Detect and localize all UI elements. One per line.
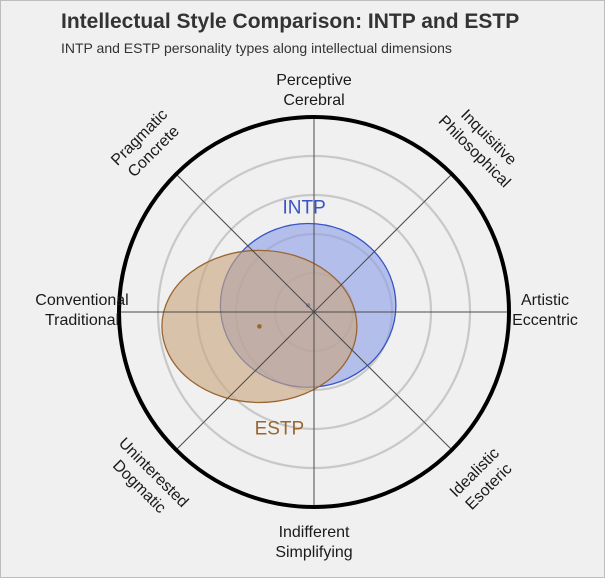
axis-label-7-line-1: Conventional [35,292,128,309]
outer-ring [117,115,511,509]
series-center-estp [257,324,262,329]
axis-label-7: Conventional Traditional [35,292,128,329]
series-label-intp: INTP [283,197,326,218]
axis-spoke-4 [313,311,453,451]
axis-label-1-line-1: Perceptive [276,72,352,89]
axis-spoke-6 [175,311,315,451]
axis-spoke-8 [175,173,315,313]
chart-subtitle: INTP and ESTP personality types along in… [61,40,452,56]
axis-label-5-line-2: Simplifying [275,544,352,561]
outer-layer [117,115,511,509]
axis-label-5: Indifferent Simplifying [275,524,352,561]
axis-label-5-line-1: Indifferent [279,524,350,541]
spoke-layer [119,117,509,507]
axis-label-1: Perceptive Cerebral [276,72,352,109]
axis-label-3-line-2: Eccentric [512,312,578,329]
series-label-estp: ESTP [255,418,305,439]
axis-label-3-line-1: Artistic [521,292,569,309]
axis-label-7-line-2: Traditional [45,312,119,329]
chart-title: Intellectual Style Comparison: INTP and … [61,10,520,33]
axis-label-3: Artistic Eccentric [512,292,578,329]
series-layer [161,222,397,404]
axis-spoke-2 [313,173,453,313]
axis-label-1-line-2: Cerebral [283,92,344,109]
